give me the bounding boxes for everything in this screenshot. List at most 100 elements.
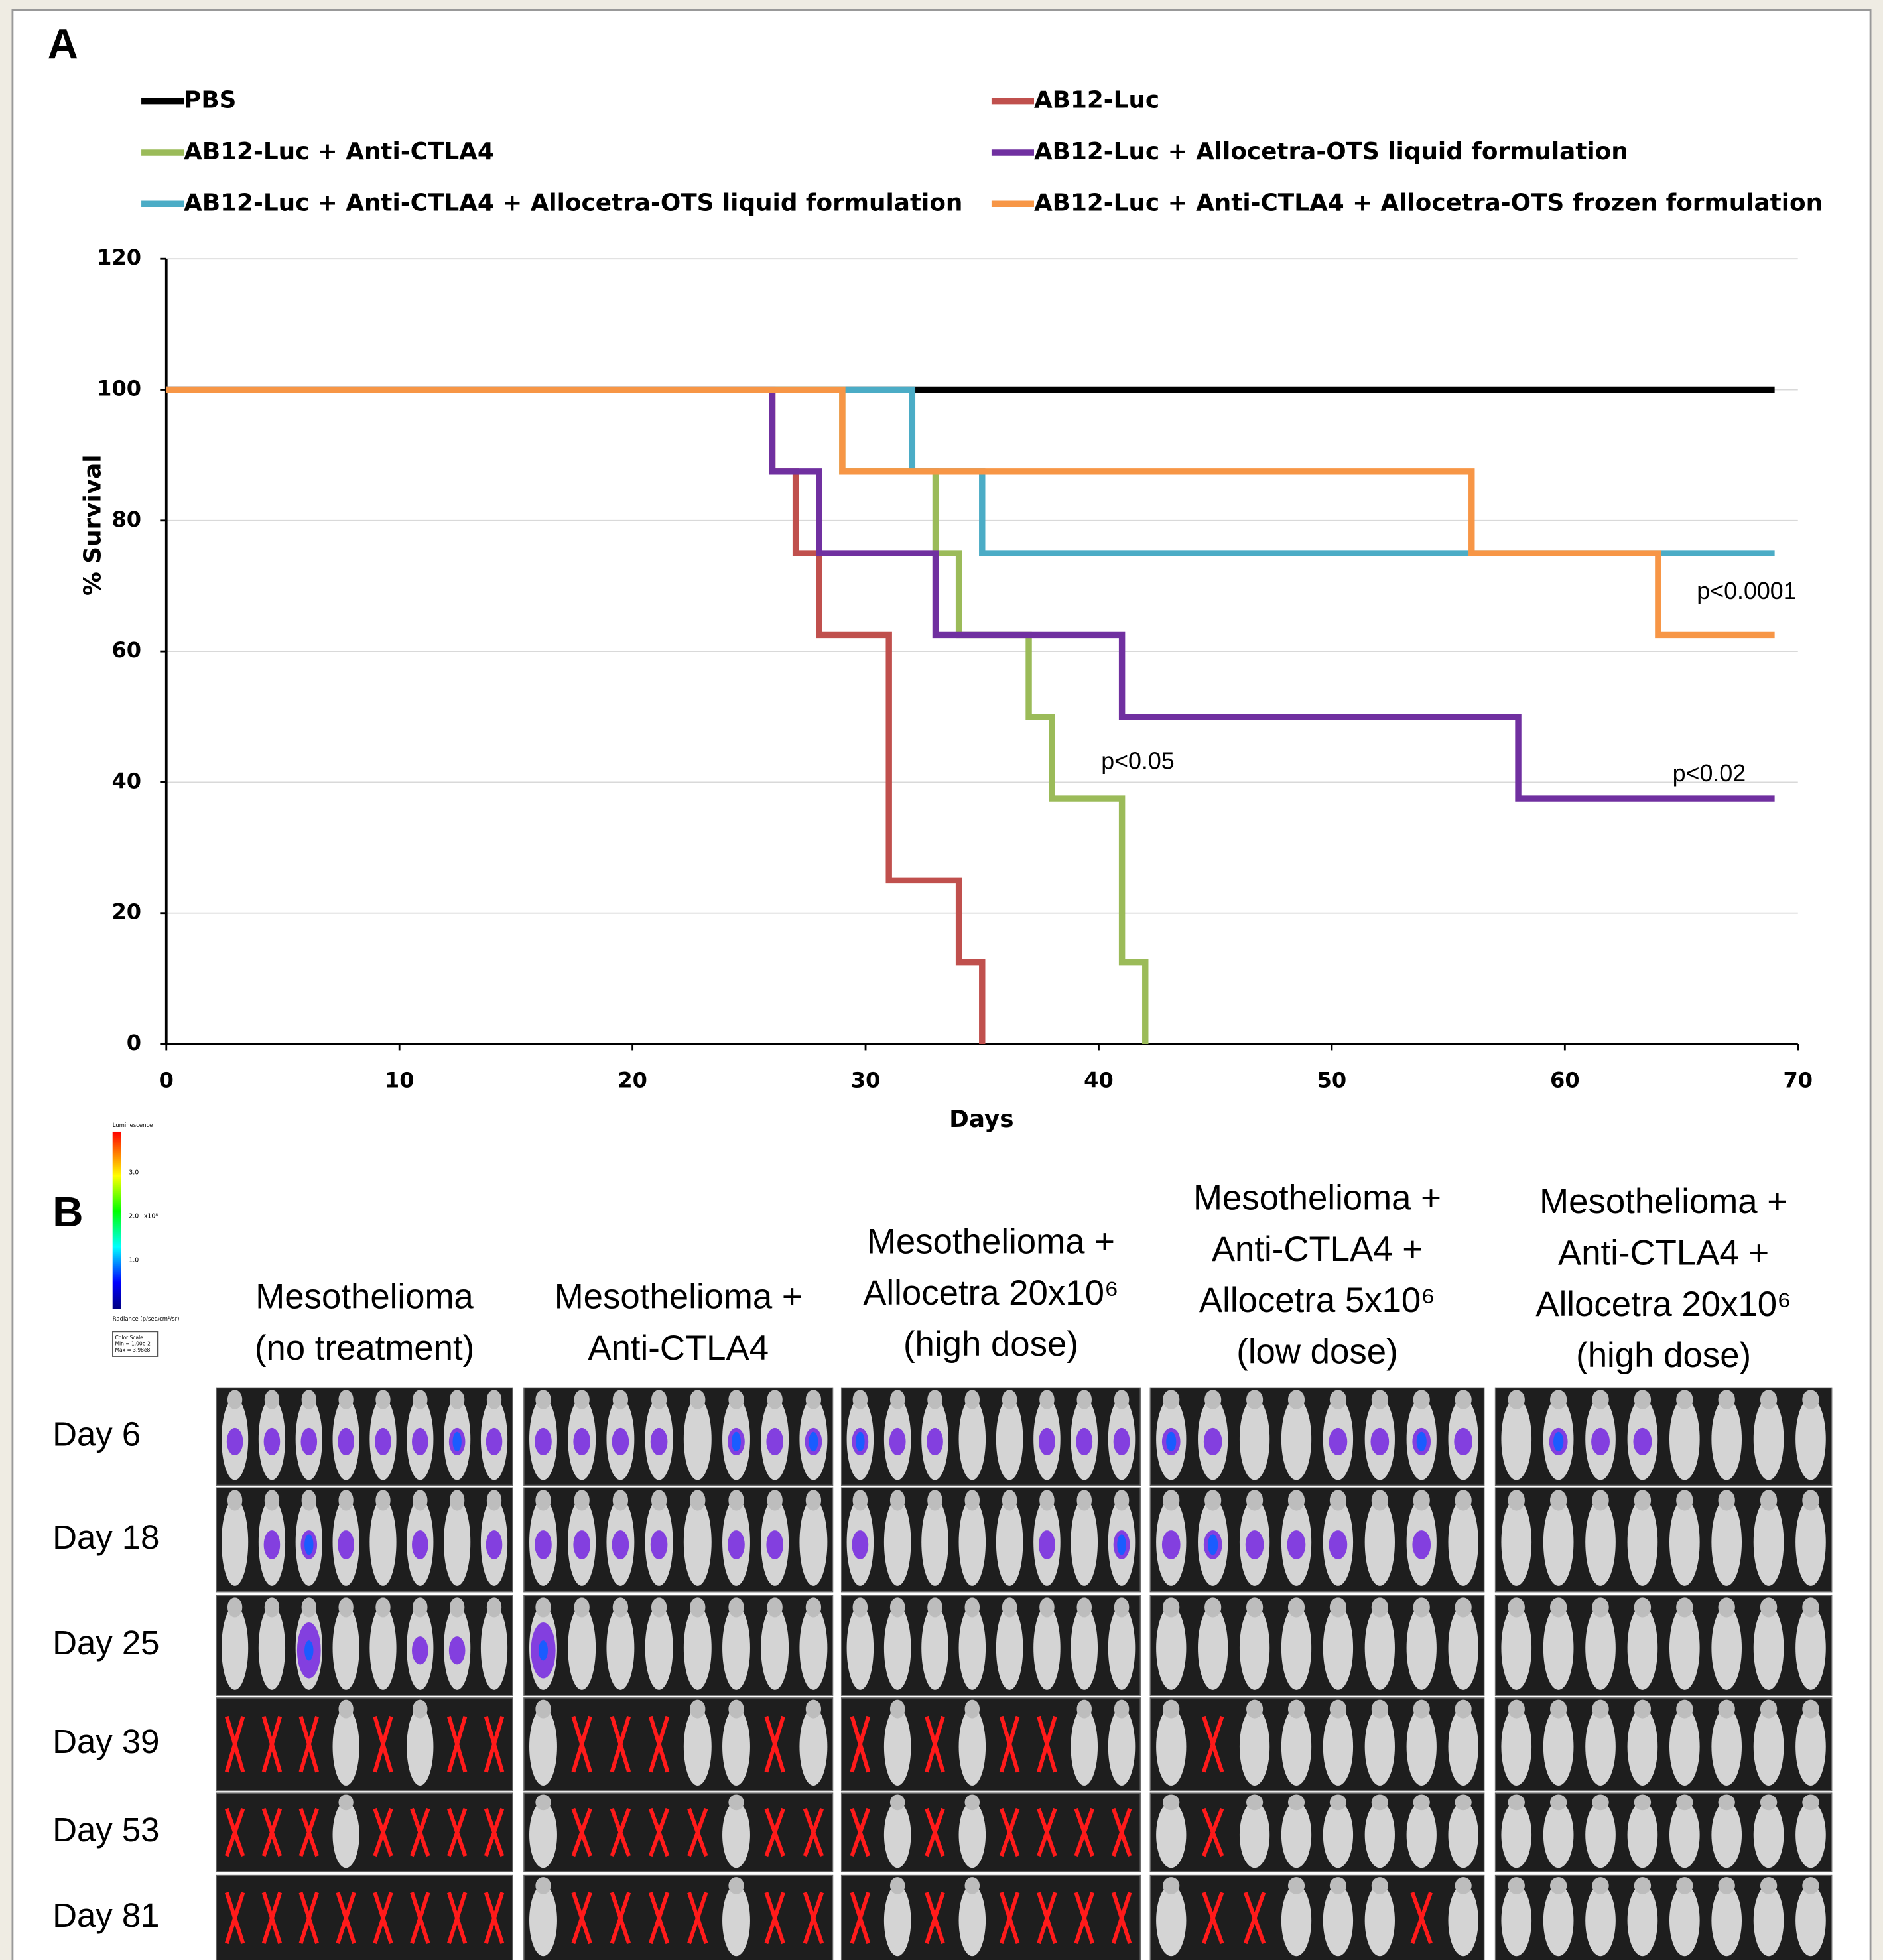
mouse-head (612, 1597, 629, 1618)
mouse-head (1508, 1597, 1525, 1618)
legend-label: AB12-Luc + Anti-CTLA4 (184, 138, 494, 165)
mouse-head (264, 1597, 280, 1618)
death-mark (571, 1715, 592, 1773)
mouse-head (927, 1490, 942, 1511)
mouse-head (889, 1490, 905, 1511)
mouse-head (889, 1699, 905, 1719)
mouse (921, 1498, 948, 1586)
mouse-head (1371, 1794, 1388, 1811)
mouse (407, 1707, 434, 1786)
mouse (1448, 1884, 1478, 1957)
mouse-head (413, 1390, 428, 1409)
mouse-head (964, 1877, 980, 1894)
signal (728, 1530, 745, 1559)
mouse-head (1287, 1877, 1305, 1894)
mouse-head (927, 1390, 942, 1409)
mouse-head (486, 1390, 502, 1409)
mouse-head (1371, 1490, 1388, 1511)
mouse-head (1329, 1490, 1346, 1511)
mouse (1033, 1606, 1061, 1690)
mouse-head (1002, 1490, 1017, 1511)
mouse (1753, 1707, 1784, 1786)
signal (612, 1427, 629, 1456)
legend-label: AB12-Luc + Anti-CTLA4 + Allocetra-OTS li… (184, 189, 962, 216)
death-mark (925, 1807, 945, 1857)
death-mark (1037, 1892, 1057, 1945)
mouse-head (375, 1597, 391, 1618)
colorbar-scale: Color Scale (115, 1335, 143, 1340)
column-title: Anti-CTLA4 + (1212, 1230, 1423, 1269)
mouse (1406, 1606, 1437, 1690)
annotation: p<0.02 (1673, 760, 1746, 787)
mouse-head (852, 1597, 868, 1618)
mouse (332, 1606, 359, 1690)
mouse-head (1549, 1877, 1567, 1894)
mouse-head (1592, 1390, 1609, 1409)
mouse (1753, 1498, 1784, 1586)
mouse (369, 1606, 397, 1690)
x-tick-label: 30 (851, 1068, 881, 1093)
mouse (1585, 1884, 1616, 1957)
signal (1633, 1427, 1652, 1456)
mouse (883, 1707, 911, 1786)
mouse-head (1246, 1794, 1264, 1811)
x-tick-label: 0 (159, 1068, 174, 1093)
death-mark (764, 1715, 785, 1773)
mouse (1795, 1498, 1826, 1586)
mouse (1156, 1606, 1187, 1690)
death-mark (1074, 1892, 1095, 1945)
mouse-head (1371, 1699, 1388, 1719)
legend-label: AB12-Luc (1034, 87, 1159, 114)
mouse-head (1718, 1877, 1735, 1894)
mouse-head (728, 1597, 744, 1618)
death-mark (484, 1892, 505, 1945)
legend-label: AB12-Luc + Allocetra-OTS liquid formulat… (1034, 138, 1628, 165)
death-mark (925, 1892, 945, 1945)
mouse (1071, 1498, 1098, 1586)
mouse (221, 1606, 249, 1690)
death-mark (925, 1715, 945, 1773)
x-axis-label: Days (949, 1106, 1013, 1133)
mouse-head (1204, 1390, 1222, 1409)
signal (1287, 1530, 1306, 1559)
mouse-head (728, 1877, 744, 1894)
image-cell (523, 1792, 834, 1872)
mouse-head (1114, 1699, 1130, 1719)
death-mark (298, 1892, 319, 1945)
mouse-head (227, 1390, 243, 1409)
survival-curve (166, 386, 1775, 639)
death-mark (648, 1715, 670, 1773)
death-mark (610, 1807, 631, 1857)
mouse (529, 1707, 557, 1786)
mouse-head (1114, 1597, 1130, 1618)
mouse (444, 1498, 471, 1586)
mouse-head (690, 1490, 706, 1511)
mouse (1711, 1884, 1742, 1957)
colorbar-title: Luminescence (113, 1122, 153, 1128)
signal-core (856, 1431, 865, 1452)
death-mark (850, 1892, 871, 1945)
mouse (1281, 1707, 1312, 1786)
mouse-head (964, 1390, 980, 1409)
mouse-head (413, 1699, 428, 1719)
mouse (1448, 1707, 1478, 1786)
x-tick-label: 70 (1783, 1068, 1813, 1093)
signal-core (1416, 1431, 1427, 1452)
mouse (369, 1498, 397, 1586)
mouse-head (1329, 1597, 1346, 1618)
signal (1039, 1530, 1055, 1559)
mouse (683, 1606, 712, 1690)
signal (300, 1427, 318, 1456)
mouse-head (1163, 1597, 1180, 1618)
death-mark (1201, 1892, 1224, 1945)
mouse-head (1371, 1390, 1388, 1409)
death-mark (373, 1892, 393, 1945)
signal (338, 1530, 354, 1559)
y-tick-label: 80 (111, 507, 141, 532)
signal (927, 1427, 943, 1456)
mouse-head (1076, 1390, 1092, 1409)
mouse-head (338, 1597, 354, 1618)
image-cell (523, 1697, 834, 1792)
mouse-head (1455, 1794, 1472, 1811)
mouse-head (1455, 1699, 1472, 1719)
